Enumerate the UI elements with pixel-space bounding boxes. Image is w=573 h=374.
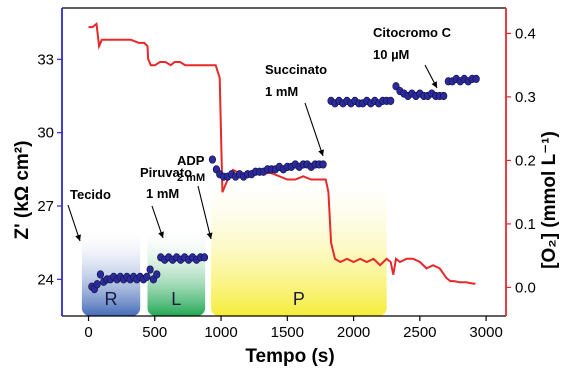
annotation-arrowhead-piruvato (158, 231, 164, 238)
phase-label-l: L (171, 289, 181, 309)
x-axis-title: Tempo (s) (245, 346, 334, 367)
y-right-tick-label: 0.3 (515, 89, 536, 106)
annotation-arrowhead-adp (206, 232, 213, 239)
ticks: 0 500 1000 1500 2000 2500 3000 24 27 30 33 0.0 0.1 0.… (37, 25, 536, 341)
y-left-tick-label: 33 (37, 51, 54, 68)
impedance-point (319, 160, 327, 169)
x-tick-label: 1000 (204, 324, 237, 341)
annotation-arrowhead-tecido (75, 234, 81, 241)
annotation-citocromo: 10 µM (373, 47, 409, 62)
y-left-tick-label: 27 (37, 198, 54, 215)
annotation-arrow-adp (197, 185, 212, 240)
annotation-piruvato: Piruvato (140, 165, 192, 180)
y-left-tick-label: 24 (37, 271, 54, 288)
phase-band-p (211, 178, 387, 316)
annotation-citocromo: Citocromo C (373, 25, 452, 40)
annotation-arrowhead-citocromo (431, 81, 437, 88)
annotation-succinato: 1 mM (265, 84, 298, 99)
annotations: Tecido Piruvato 1 mM ADP 2 mM Succinato 1 mM Ci… (67, 25, 452, 242)
y-left-tick-label: 30 (37, 125, 54, 142)
annotation-arrow-succinato (304, 102, 324, 157)
impedance-point (153, 270, 161, 279)
y-right-tick-label: 0.1 (515, 216, 536, 233)
phase-band-l (147, 232, 206, 316)
impedance-point (146, 265, 154, 274)
impedance-point (208, 155, 217, 164)
annotation-tecido: Tecido (70, 187, 111, 202)
annotation-arrowhead-succinato (318, 149, 324, 156)
axes (61, 7, 507, 317)
data-layer (88, 21, 480, 294)
annotation-adp-concentration: 2 mM (177, 172, 205, 184)
o2-concentration-line (88, 21, 476, 285)
x-tick-label: 500 (142, 324, 167, 341)
impedance-point (200, 253, 209, 262)
y-right-tick-label: 0.4 (515, 25, 536, 42)
annotation-adp: ADP (177, 153, 205, 168)
impedance-point (96, 270, 105, 279)
x-tick-label: 2500 (403, 324, 436, 341)
phase-label-r: R (105, 289, 118, 309)
x-tick-label: 0 (84, 324, 92, 341)
y-axis-left-title: Z' (kΩ cm²) (12, 141, 33, 240)
annotation-piruvato: 1 mM (146, 186, 179, 201)
y-right-tick-label: 0.0 (515, 279, 536, 296)
impedance-point (440, 91, 448, 101)
y-axis-right-title: [O₂] (mmol L⁻¹) (539, 131, 560, 269)
impedance-point (93, 280, 101, 289)
annotation-succinato: Succinato (265, 62, 327, 77)
x-tick-label: 3000 (469, 324, 502, 341)
annotation-arrow-tecido (67, 204, 81, 242)
impedance-point (472, 74, 480, 83)
impedance-point (143, 272, 151, 281)
x-tick-label: 2000 (337, 324, 370, 341)
phase-label-p: P (293, 289, 305, 309)
y-right-tick-label: 0.2 (515, 152, 536, 169)
impedance-point (387, 96, 395, 105)
x-tick-label: 1500 (271, 324, 304, 341)
